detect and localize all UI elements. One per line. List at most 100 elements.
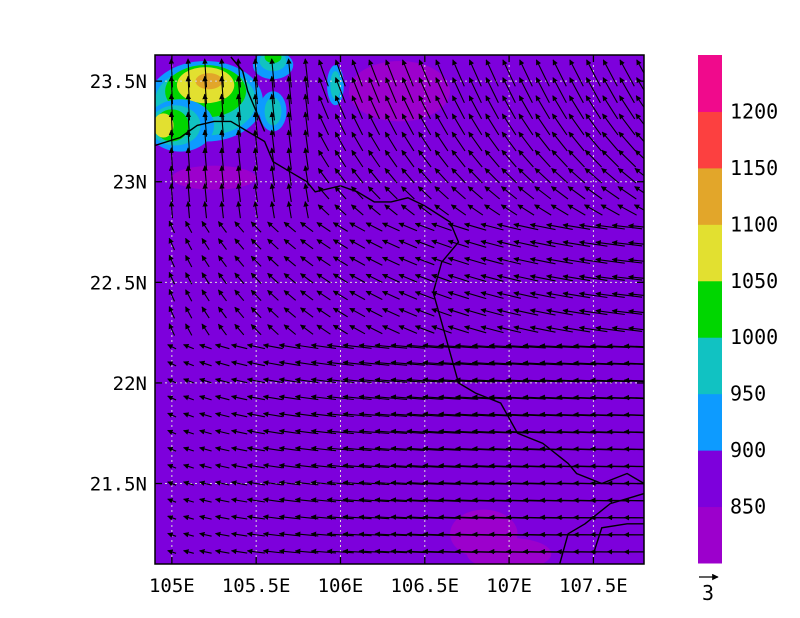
wind-vector [267,324,279,336]
wind-vector [326,428,354,435]
wind-vector [230,548,248,555]
wind-vector [519,77,533,104]
wind-vector [316,273,331,284]
wind-vector [185,323,193,336]
wind-vector [546,222,573,230]
wind-vector [529,308,556,316]
wind-vector [485,59,499,87]
wind-vector [518,95,534,120]
wind-vector [365,256,383,266]
wind-vector [617,167,637,184]
wind-vector [168,323,176,336]
wind-vector [468,149,483,168]
wind-vector [623,429,644,435]
wind-vector [617,204,637,216]
wind-vector [303,201,309,219]
wind-vector [252,75,259,105]
wind-vector [334,95,347,120]
wind-vector [342,394,372,400]
wind-vector [316,256,331,267]
wind-vector [447,239,470,248]
wind-vector [283,221,297,233]
wind-vector [518,149,534,168]
wind-vector [300,273,314,284]
colorbar-swatch [698,280,722,338]
wind-vector [185,183,192,202]
wind-vector [349,239,366,249]
wind-vector [199,549,212,555]
wind-vector [230,360,248,367]
wind-vector [183,532,194,538]
wind-vector [235,111,242,137]
wind-vector [635,95,644,109]
wind-vector [519,59,533,87]
wind-vector [201,238,210,250]
wind-vector [385,113,398,136]
wind-vector [496,239,522,248]
wind-vector [183,515,194,521]
wind-vector [513,308,539,316]
wind-vector [201,306,210,319]
plot-frame [154,54,645,565]
wind-vector [318,95,330,120]
wind-vector [496,291,522,299]
wind-vector [269,129,276,154]
wind-vector [358,514,390,520]
wind-vector [567,167,586,184]
colorbar-label: 900 [730,438,766,462]
wind-vector [529,239,556,248]
wind-vector [434,131,449,152]
wind-vector [202,111,208,137]
wind-vector [199,446,212,452]
wind-vector [234,272,245,284]
y-tick-label: 23.5N [90,71,147,93]
contour-region [264,55,282,64]
wind-vector [551,149,568,168]
wind-vector [623,411,644,418]
wind-vector [368,77,380,104]
wind-vector [267,289,279,301]
wind-vector [332,324,348,335]
wind-vector [318,59,329,87]
wind-vector [252,111,259,137]
wind-vector [183,446,194,452]
wind-vector [611,325,643,332]
wind-vector [496,325,522,334]
wind-vector [517,186,535,200]
wind-vector [332,307,348,318]
wind-vector [183,497,194,504]
wind-vector [358,428,390,435]
wind-vector [584,167,603,184]
wind-vector [317,186,330,200]
wind-vector [381,290,400,300]
wind-vector [623,480,644,487]
wind-vector [303,147,309,170]
contour-region [466,537,552,564]
wind-vector [317,204,330,216]
wind-vector [167,395,177,401]
wind-vector [418,131,432,152]
wind-vector [303,183,309,202]
wind-vector [578,257,608,264]
wind-vector [286,129,292,154]
wind-vector [451,113,466,136]
wind-vector [332,222,348,232]
wind-vector [334,167,347,184]
wind-vector [451,186,466,200]
wind-vector [358,342,390,349]
wind-vector [167,412,177,418]
wind-vector [183,361,195,367]
wind-vector [219,147,225,170]
wind-vector [234,221,245,233]
wind-vector [418,77,431,104]
wind-vector [234,255,245,267]
wind-vector [480,239,504,248]
wind-vector [269,183,276,202]
wind-vector [529,274,556,282]
wind-vector [246,531,265,537]
wind-vector [500,204,518,216]
wind-vector [628,240,644,246]
wind-vector [418,95,431,120]
wind-vector [451,131,466,152]
wind-vector [167,481,177,487]
